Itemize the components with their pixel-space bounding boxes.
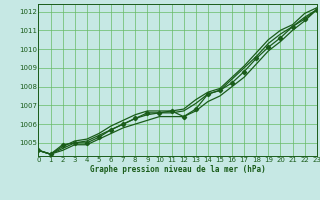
X-axis label: Graphe pression niveau de la mer (hPa): Graphe pression niveau de la mer (hPa)	[90, 165, 266, 174]
